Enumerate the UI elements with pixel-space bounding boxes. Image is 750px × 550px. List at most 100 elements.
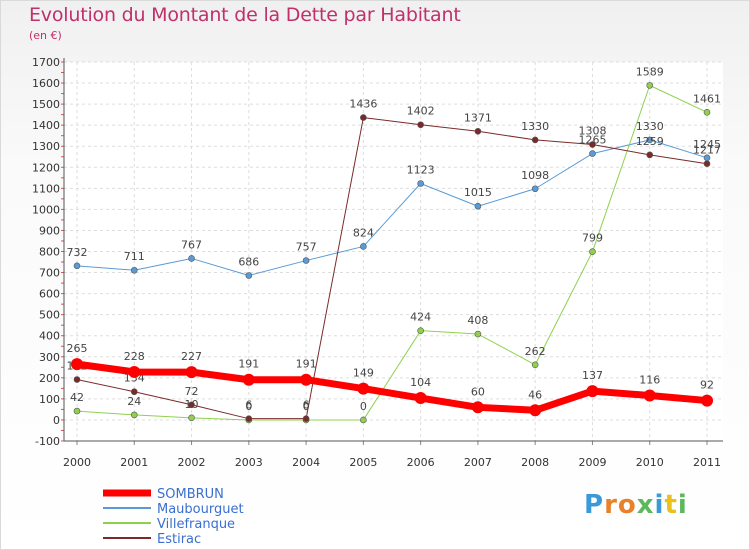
data-point-estirac [302, 415, 310, 422]
data-point-maubourguet [360, 243, 367, 250]
x-tick-label: 2006 [407, 456, 435, 469]
data-label-maubourguet: 1265 [578, 134, 606, 147]
data-point-estirac [589, 141, 596, 148]
y-tick-label: 1600 [32, 77, 60, 90]
data-label-villefranque: 408 [467, 314, 488, 327]
data-point-maubourguet [646, 136, 654, 144]
data-label-maubourguet: 1123 [407, 163, 435, 176]
proxiti-logo: Proxiti [584, 490, 688, 520]
logo-letter: r [604, 490, 618, 520]
y-tick-label: 700 [39, 267, 60, 280]
y-tick-label: 900 [39, 224, 60, 237]
data-point-villefranque [130, 411, 138, 419]
series-line-sombrun [73, 360, 711, 414]
data-label-maubourguet: 1015 [464, 186, 492, 199]
data-label-villefranque: 1461 [693, 92, 721, 105]
y-tick-label: 1200 [32, 161, 60, 174]
data-point-sombrun [357, 382, 370, 395]
data-point-sombrun [185, 366, 198, 379]
y-tick-label: 300 [39, 351, 60, 364]
data-point-estirac [73, 376, 81, 383]
x-tick-label: 2004 [292, 456, 320, 469]
data-label-villefranque: 424 [410, 311, 431, 324]
data-point-estirac [188, 401, 195, 409]
logo-letter: o [617, 490, 637, 520]
x-tick-label: 2007 [464, 456, 492, 469]
data-label-estirac: 1402 [407, 105, 435, 118]
y-tick-label: 400 [39, 330, 60, 343]
y-tick-label: 500 [39, 309, 60, 322]
y-tick-label: 100 [39, 393, 60, 406]
x-tick-label: 2001 [120, 456, 148, 469]
data-point-maubourguet [531, 185, 539, 193]
data-point-sombrun [414, 392, 427, 405]
data-point-sombrun [529, 404, 542, 417]
x-tick-label: 2005 [349, 456, 377, 469]
data-point-estirac [130, 388, 138, 396]
legend-label-sombrun: SOMBRUN [157, 487, 224, 502]
x-tick-label: 2003 [235, 456, 263, 469]
data-label-estirac: 6 [303, 399, 310, 412]
data-point-villefranque [417, 327, 424, 334]
legend-label-villefranque: Villefranque [157, 517, 235, 532]
data-point-villefranque [531, 361, 539, 369]
data-point-maubourguet [302, 257, 310, 264]
y-tick-label: 1400 [32, 119, 60, 132]
data-label-sombrun: 137 [582, 369, 603, 382]
series-line-estirac [76, 117, 708, 420]
data-label-villefranque: 42 [70, 391, 84, 404]
y-tick-label: 1300 [32, 140, 60, 153]
data-label-estirac: 72 [185, 385, 199, 398]
chart-subtitle: (en €) [29, 29, 62, 42]
data-label-sombrun: 149 [353, 367, 374, 380]
x-tick-label: 2010 [636, 456, 664, 469]
data-label-sombrun: 227 [181, 350, 202, 363]
data-label-villefranque: 799 [582, 232, 603, 245]
data-point-sombrun [643, 389, 656, 402]
data-point-estirac [245, 415, 253, 422]
series-line-maubourguet [76, 139, 708, 277]
data-label-estirac: 1371 [464, 111, 492, 124]
data-label-villefranque: 1589 [636, 65, 664, 78]
data-point-sombrun [471, 401, 484, 414]
data-label-villefranque: 24 [127, 395, 141, 408]
data-point-estirac [646, 151, 654, 159]
data-point-maubourguet [188, 255, 195, 262]
data-point-sombrun [586, 385, 599, 398]
logo-letter: t [664, 490, 678, 520]
data-point-villefranque [73, 407, 81, 415]
data-point-sombrun [128, 365, 141, 378]
data-label-sombrun: 116 [639, 374, 660, 387]
data-label-maubourguet: 1098 [521, 169, 549, 182]
data-label-villefranque: 0 [245, 400, 252, 413]
data-point-maubourguet [130, 266, 138, 274]
data-label-sombrun: 92 [700, 379, 714, 392]
data-label-sombrun: 191 [238, 358, 259, 371]
data-label-estirac: 6 [245, 399, 252, 412]
x-tick-label: 2009 [578, 456, 606, 469]
data-label-maubourguet: 732 [67, 246, 88, 259]
data-label-maubourguet: 686 [238, 256, 259, 269]
legend-label-maubourguet: Maubourguet [157, 502, 244, 517]
data-point-estirac [474, 127, 482, 135]
x-tick-label: 2008 [521, 456, 549, 469]
data-label-sombrun: 228 [124, 350, 145, 363]
data-point-maubourguet [474, 202, 482, 210]
series-line-villefranque [76, 84, 708, 421]
x-tick-label: 2000 [63, 456, 91, 469]
data-point-villefranque [188, 414, 195, 422]
data-point-sombrun [71, 358, 83, 371]
data-point-sombrun [701, 394, 713, 407]
data-label-villefranque: 0 [360, 400, 367, 413]
data-label-estirac: 1217 [693, 144, 721, 157]
logo-letter: P [584, 490, 605, 520]
data-point-villefranque [703, 109, 711, 116]
data-label-maubourguet: 1330 [636, 120, 664, 133]
data-label-maubourguet: 767 [181, 238, 202, 251]
y-tick-label: 200 [39, 372, 60, 385]
data-label-maubourguet: 824 [353, 226, 374, 239]
legend-label-estirac: Estirac [157, 532, 201, 547]
logo-letter: x [636, 490, 655, 520]
y-tick-label: 600 [39, 288, 60, 301]
